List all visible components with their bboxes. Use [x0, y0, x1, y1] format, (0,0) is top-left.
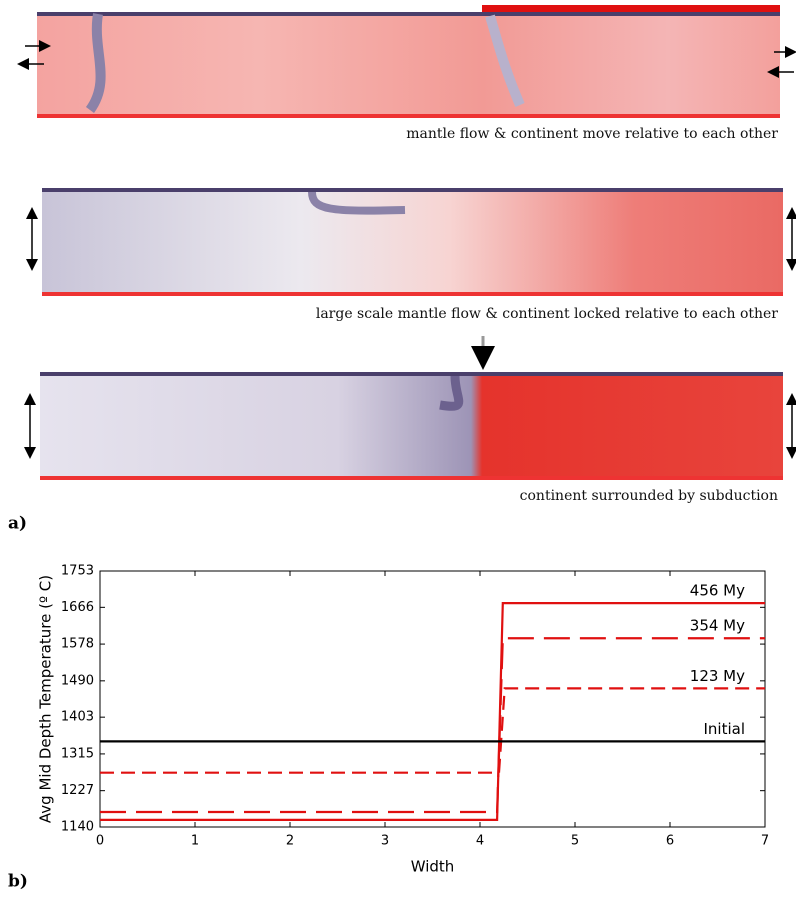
x-tick-label: 5 [571, 834, 579, 849]
bottom-layer [37, 114, 780, 118]
y-tick-label: 1666 [61, 600, 94, 615]
slab [439, 375, 464, 411]
caption: continent surrounded by subduction [520, 488, 778, 504]
slab [485, 14, 525, 107]
x-tick-label: 2 [286, 834, 294, 849]
continent-bar [482, 5, 780, 12]
series-line [100, 637, 765, 814]
y-tick-label: 1140 [61, 820, 94, 835]
panel-a: mantle flow & continent move relative to… [8, 5, 796, 534]
y-tick-label: 1490 [61, 673, 94, 688]
slab [85, 13, 106, 113]
x-tick-label: 4 [476, 834, 484, 849]
bottom-layer [40, 476, 783, 480]
panel-label: a) [8, 514, 27, 534]
series-line [100, 687, 765, 774]
top-layer [37, 12, 780, 16]
plot-frame [99, 570, 766, 828]
panel-label: b) [8, 872, 28, 892]
x-tick-label: 1 [191, 834, 199, 849]
chart: 1140 1227 1315 1403 1490 1578 1666 1753 0 1 2 3 4 5 6 7… [37, 564, 770, 876]
series-label: 456 My [690, 582, 745, 600]
slab [308, 191, 406, 215]
y-axis-label: Avg Mid Depth Temperature (º C) [37, 575, 55, 823]
y-tick-label: 1315 [61, 746, 94, 761]
x-axis-label: Width [411, 858, 455, 876]
simulation-image [37, 12, 780, 118]
bottom-layer [42, 292, 783, 296]
series-label: 354 My [690, 617, 745, 635]
series-label: Initial [703, 720, 745, 738]
x-tick-label: 6 [666, 834, 674, 849]
simulation-image [42, 188, 783, 296]
y-tick-label: 1753 [61, 564, 94, 579]
x-tick-label: 0 [96, 834, 104, 849]
y-tick-label: 1227 [61, 783, 94, 798]
x-tick-label: 3 [381, 834, 389, 849]
top-layer [40, 372, 783, 376]
x-tick-label: 7 [761, 834, 769, 849]
y-tick-label: 1403 [61, 710, 94, 725]
top-layer [42, 188, 783, 192]
series-label: 123 My [690, 667, 745, 685]
series-line [100, 602, 765, 822]
caption: mantle flow & continent move relative to… [406, 126, 778, 142]
simulation-image [40, 372, 783, 480]
y-tick-label: 1578 [61, 637, 94, 652]
caption: large scale mantle flow & continent lock… [316, 306, 778, 322]
